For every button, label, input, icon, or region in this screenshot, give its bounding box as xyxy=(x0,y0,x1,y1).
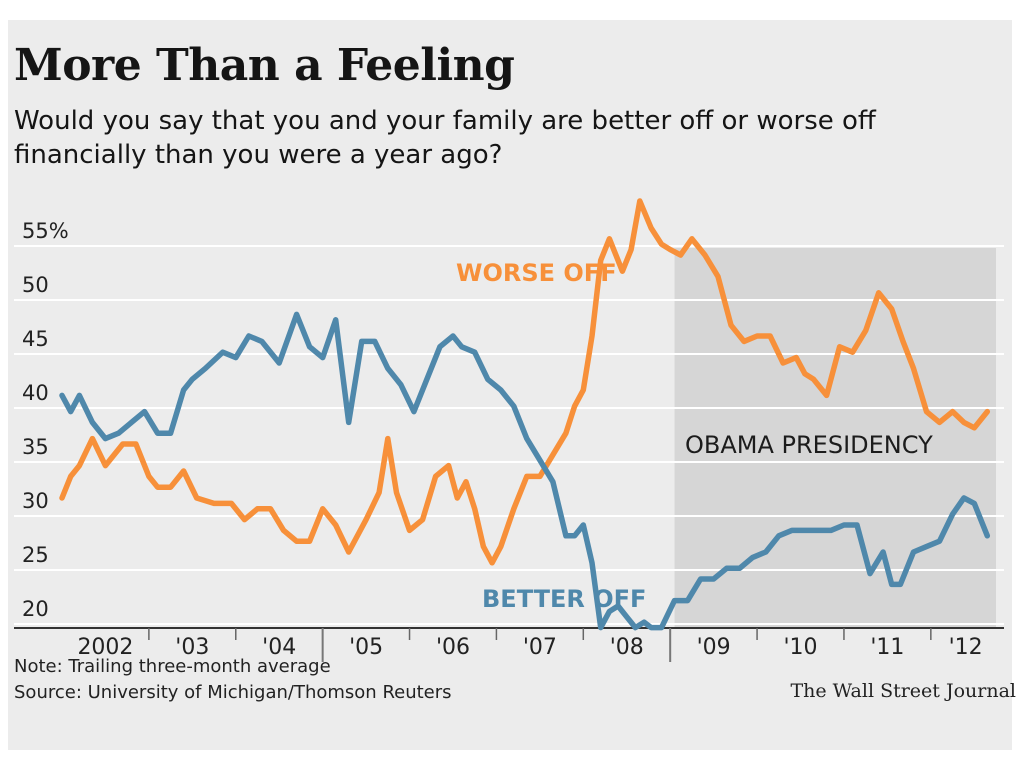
x-tick-label: '06 xyxy=(436,635,470,660)
x-tick-label: '07 xyxy=(523,635,557,660)
y-axis-labels: 20 25 30 35 40 45 50 55% xyxy=(22,219,69,621)
x-tick-label: '04 xyxy=(262,635,296,660)
chart-subtitle: Would you say that you and your family a… xyxy=(14,106,876,170)
series-layer xyxy=(59,198,991,631)
annotation-layer: WORSE OFF BETTER OFF OBAMA PRESIDENCY xyxy=(456,259,933,613)
chart-title: More Than a Feeling xyxy=(14,40,515,91)
y-tick-label-40: 40 xyxy=(22,381,49,405)
y-tick-label-35: 35 xyxy=(22,435,49,459)
credit-text: The Wall Street Journal xyxy=(790,680,1016,702)
series-label-better-off: BETTER OFF xyxy=(482,585,646,613)
y-tick-label-25: 25 xyxy=(22,543,49,567)
y-tick-label-30: 30 xyxy=(22,489,49,513)
x-tick-label: '11 xyxy=(870,635,904,660)
x-tick-label: '09 xyxy=(697,635,731,660)
y-tick-label-55: 55% xyxy=(22,219,69,243)
source-text: Source: University of Michigan/Thomson R… xyxy=(14,682,452,703)
x-tick-label: 2002 xyxy=(77,635,133,660)
y-tick-label-20: 20 xyxy=(22,597,49,621)
x-tick-label: '10 xyxy=(783,635,817,660)
x-tick-label: '05 xyxy=(349,635,383,660)
x-axis: 2002 '03 '04 '05 '06 '07 '08 '09 '10 '11 '12 xyxy=(14,627,1004,662)
x-tick-label: '12 xyxy=(949,635,983,660)
y-tick-label-45: 45 xyxy=(22,327,49,351)
series-line-worse-off xyxy=(59,198,991,566)
x-tick-label: '03 xyxy=(175,635,209,660)
series-line-better-off xyxy=(59,311,991,631)
shaded-region-label: OBAMA PRESIDENCY xyxy=(685,431,933,459)
x-tick-label: '08 xyxy=(610,635,644,660)
footnote: Note: Trailing three-month average Sourc… xyxy=(14,654,452,706)
y-tick-label-50: 50 xyxy=(22,273,49,297)
series-label-worse-off: WORSE OFF xyxy=(456,259,617,287)
note-text: Note: Trailing three-month average xyxy=(14,656,331,677)
